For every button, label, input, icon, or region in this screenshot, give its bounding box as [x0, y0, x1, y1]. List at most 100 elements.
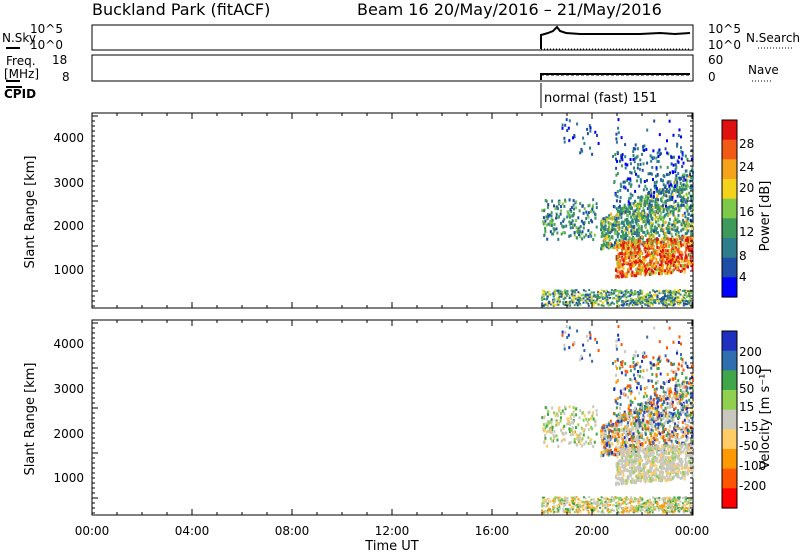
- data-cell: [542, 502, 545, 505]
- data-cell: [646, 448, 649, 452]
- data-cell: [639, 301, 642, 304]
- data-cell: [592, 301, 595, 303]
- data-cell: [632, 202, 635, 206]
- data-cell: [636, 245, 639, 249]
- data-cell: [561, 123, 564, 127]
- data-cell: [602, 450, 605, 454]
- data-cell: [541, 289, 544, 292]
- data-cell: [649, 502, 652, 505]
- data-cell: [596, 298, 599, 301]
- data-cell: [674, 260, 677, 263]
- data-cell: [641, 427, 644, 431]
- data-cell: [609, 510, 612, 513]
- data-cell: [664, 414, 667, 418]
- data-cell: [606, 425, 609, 429]
- data-cell: [565, 431, 568, 435]
- data-cell: [691, 168, 693, 172]
- data-cell: [674, 221, 677, 225]
- data-cell: [558, 297, 560, 299]
- data-cell: [672, 241, 675, 245]
- data-cell: [577, 438, 580, 442]
- data-cell: [626, 415, 629, 419]
- data-cell: [680, 157, 683, 161]
- data-cell: [652, 244, 655, 248]
- data-cell: [686, 386, 689, 390]
- data-cell: [614, 497, 617, 500]
- data-cell: [635, 481, 638, 485]
- data-cell: [619, 446, 622, 450]
- data-cell: [647, 248, 650, 252]
- data-cell: [689, 170, 691, 174]
- data-cell: [668, 198, 671, 202]
- data-cell: [563, 204, 566, 208]
- data-cell: [562, 432, 565, 436]
- data-cell: [677, 496, 680, 499]
- data-cell: [579, 505, 582, 508]
- data-cell: [654, 215, 657, 219]
- data-cell: [670, 232, 673, 236]
- data-cell: [635, 274, 638, 278]
- data-cell: [652, 299, 655, 302]
- data-cell: [555, 434, 558, 438]
- data-cell: [669, 419, 672, 422]
- data-cell: [545, 499, 547, 502]
- data-cell: [676, 433, 679, 437]
- data-cell: [615, 438, 618, 442]
- data-cell: [633, 237, 636, 241]
- data-cell: [564, 292, 567, 295]
- data-cell: [573, 414, 575, 418]
- data-cell: [569, 507, 571, 510]
- data-cell: [591, 415, 594, 419]
- data-cell: [668, 205, 671, 209]
- data-cell: [670, 162, 673, 166]
- data-cell: [656, 433, 658, 437]
- data-cell: [657, 430, 660, 434]
- data-cell: [662, 174, 665, 178]
- data-cell: [574, 504, 577, 507]
- data-cell: [548, 420, 551, 424]
- data-cell: [600, 222, 603, 226]
- data-cell: [654, 293, 657, 296]
- data-cell: [675, 397, 678, 401]
- data-cell: [562, 437, 565, 441]
- data-cell: [592, 502, 595, 505]
- data-cell: [692, 378, 694, 382]
- data-cell: [633, 274, 636, 278]
- data-cell: [547, 429, 550, 433]
- data-cell: [621, 226, 624, 230]
- data-cell: [643, 211, 646, 215]
- data-cell: [686, 414, 689, 418]
- data-cell: [628, 243, 631, 247]
- nave-tick-low: 0: [708, 70, 716, 84]
- data-cell: [618, 459, 621, 463]
- data-cell: [652, 178, 654, 181]
- data-cell: [554, 496, 557, 499]
- data-cell: [684, 510, 687, 512]
- data-cell: [643, 200, 646, 204]
- data-cell: [676, 504, 679, 507]
- data-cell: [666, 401, 669, 405]
- data-cell: [658, 290, 661, 292]
- data-cell: [662, 232, 665, 235]
- data-cell: [650, 269, 653, 273]
- data-cell: [658, 447, 660, 451]
- data-cell: [624, 162, 627, 166]
- data-cell: [656, 294, 659, 297]
- data-cell: [666, 297, 669, 300]
- data-cell: [661, 423, 664, 427]
- data-cell: [575, 200, 578, 204]
- data-cell: [586, 127, 589, 131]
- data-cell: [658, 497, 661, 499]
- data-cell: [650, 233, 653, 237]
- data-cell: [625, 507, 628, 510]
- data-cell: [663, 238, 665, 242]
- data-cell: [664, 234, 667, 238]
- data-cell: [658, 396, 661, 400]
- data-cell: [563, 295, 566, 298]
- data-cell: [631, 219, 634, 223]
- data-cell: [629, 250, 632, 254]
- data-cell: [664, 199, 667, 203]
- data-cell: [626, 221, 629, 225]
- data-cell: [551, 232, 554, 236]
- data-cell: [641, 449, 644, 453]
